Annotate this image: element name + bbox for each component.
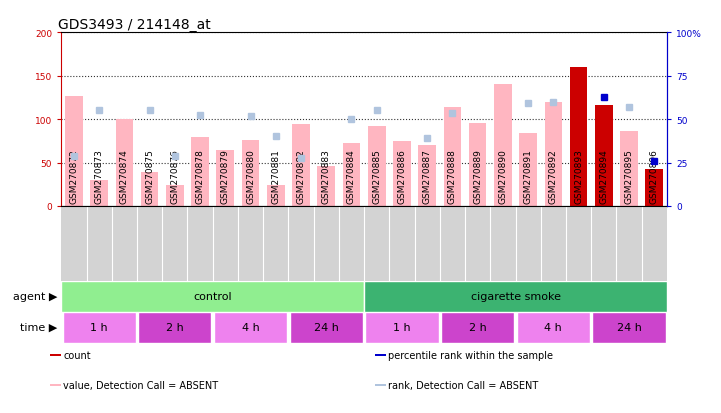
Bar: [317, 166, 335, 206]
Bar: [441, 312, 514, 343]
Bar: [90, 180, 108, 206]
Bar: [191, 138, 209, 206]
Bar: [393, 142, 411, 206]
Bar: [292, 125, 310, 206]
Bar: [595, 106, 613, 206]
Bar: [50, 384, 61, 386]
Text: 4 h: 4 h: [242, 322, 260, 332]
Bar: [290, 312, 363, 343]
Bar: [544, 102, 562, 206]
Bar: [375, 384, 386, 386]
Bar: [166, 186, 184, 206]
Text: 2 h: 2 h: [469, 322, 487, 332]
Bar: [364, 281, 667, 312]
Bar: [216, 151, 234, 206]
Bar: [63, 312, 136, 343]
Bar: [443, 108, 461, 206]
Text: percentile rank within the sample: percentile rank within the sample: [388, 351, 552, 361]
Bar: [494, 85, 512, 206]
Bar: [469, 124, 487, 206]
Text: 1 h: 1 h: [90, 322, 108, 332]
Text: cigarette smoke: cigarette smoke: [471, 291, 560, 301]
Text: 4 h: 4 h: [544, 322, 562, 332]
Bar: [342, 143, 360, 206]
Bar: [517, 312, 590, 343]
Text: rank, Detection Call = ABSENT: rank, Detection Call = ABSENT: [388, 380, 538, 390]
Text: GDS3493 / 214148_at: GDS3493 / 214148_at: [58, 18, 211, 32]
Bar: [115, 120, 133, 206]
Bar: [645, 170, 663, 206]
Bar: [368, 127, 386, 206]
Bar: [50, 354, 61, 356]
Bar: [61, 281, 364, 312]
Bar: [366, 312, 438, 343]
Text: time ▶: time ▶: [20, 322, 58, 332]
Text: 1 h: 1 h: [393, 322, 411, 332]
Bar: [214, 312, 287, 343]
Bar: [267, 186, 285, 206]
Text: 2 h: 2 h: [166, 322, 184, 332]
Text: 24 h: 24 h: [616, 322, 642, 332]
Bar: [620, 132, 638, 206]
Bar: [375, 354, 386, 356]
Text: control: control: [193, 291, 232, 301]
Text: agent ▶: agent ▶: [13, 291, 58, 301]
Bar: [570, 68, 588, 206]
Bar: [593, 312, 665, 343]
Bar: [141, 173, 159, 206]
Text: value, Detection Call = ABSENT: value, Detection Call = ABSENT: [63, 380, 218, 390]
Text: 24 h: 24 h: [314, 322, 339, 332]
Text: count: count: [63, 351, 91, 361]
Bar: [138, 312, 211, 343]
Bar: [65, 96, 83, 206]
Bar: [418, 146, 436, 206]
Bar: [242, 140, 260, 206]
Bar: [519, 134, 537, 206]
